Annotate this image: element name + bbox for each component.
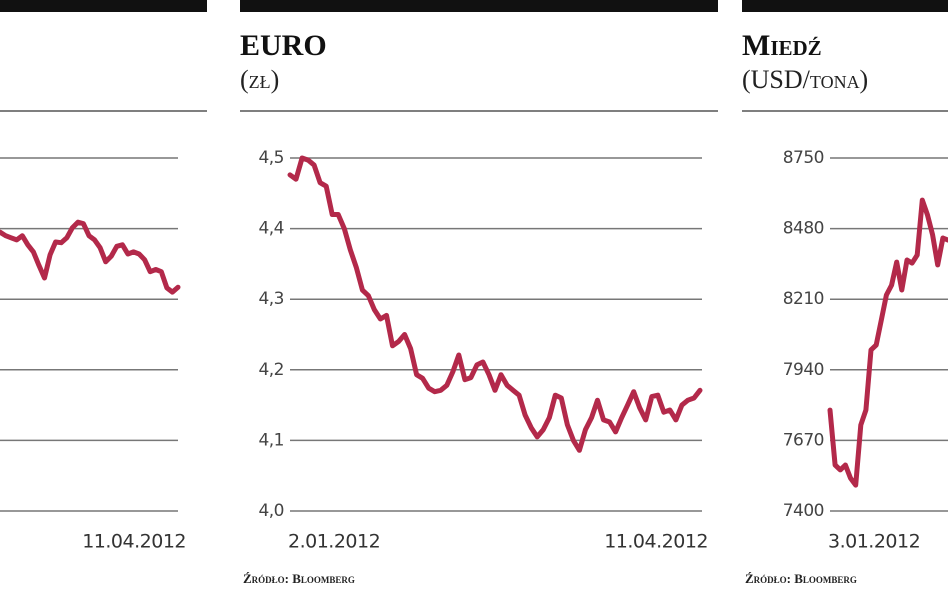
source: Źródło: Bloomberg [243,571,355,586]
x-tick-label: 11.04.2012 [604,531,708,553]
header-bar [240,0,718,12]
y-tick-label: 4,5 [258,148,284,168]
source: Źródło: Bloomberg [745,571,857,586]
y-tick-label: 4,0 [258,501,284,521]
x-tick-label: 3.01.2012 [828,531,920,553]
y-tick-label: 7670 [783,430,824,450]
y-tick-label: 4,1 [258,430,284,450]
y-tick-label: 8210 [783,289,824,309]
y-tick-label: 4,2 [258,360,284,380]
line-series [287,155,703,453]
header-bar [0,0,207,12]
panel-title: EURO [240,29,327,62]
y-tick-label: 7940 [783,360,824,380]
header-bar [742,0,948,12]
y-tick-label: 4,4 [258,219,284,239]
line-series [0,219,181,295]
y-tick-label: 8480 [783,219,824,239]
y-tick-label: 4,3 [258,289,284,309]
x-tick-label: 11.04.2012 [82,531,186,553]
panel-subtitle: (zł) [240,65,279,94]
panel-subtitle: (USD/tona) [742,65,868,94]
y-tick-label: 7400 [783,501,824,521]
y-tick-label: 8750 [783,148,824,168]
x-tick-label: 2.01.2012 [288,531,380,553]
panel-title: Miedź [742,29,822,62]
line-series [827,197,948,488]
